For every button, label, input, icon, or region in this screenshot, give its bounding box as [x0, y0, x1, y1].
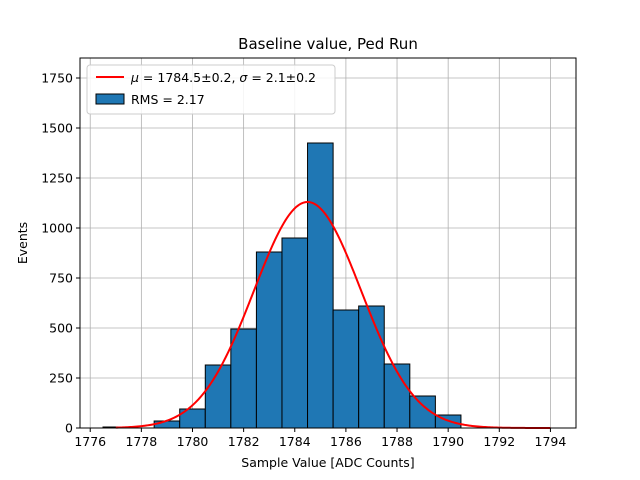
- legend-fit-label: μ = 1784.5±0.2, σ = 2.1±0.2: [130, 70, 316, 85]
- legend-histogram-label: RMS = 2.17: [131, 92, 205, 107]
- x-axis-ticks: 1776 1778 1780 1782 1784 1786 1788 1790 1792 1794: [74, 428, 566, 449]
- x-tick-label: 1786: [330, 434, 362, 449]
- histogram-bar: [307, 142, 334, 429]
- histogram-bar: [332, 309, 360, 429]
- y-tick-label: 1500: [41, 121, 73, 136]
- y-tick-label: 500: [49, 321, 73, 336]
- x-tick-label: 1788: [381, 434, 413, 449]
- histogram-bar: [153, 420, 181, 429]
- histogram-bar: [255, 251, 283, 429]
- x-tick-label: 1778: [125, 434, 157, 449]
- legend: μ = 1784.5±0.2, σ = 2.1±0.2 RMS = 2.17: [86, 64, 336, 115]
- x-tick-label: 1792: [483, 434, 515, 449]
- x-tick-label: 1784: [279, 434, 311, 449]
- chart-title: Baseline value, Ped Run: [238, 35, 418, 53]
- x-tick-label: 1794: [535, 434, 567, 449]
- y-axis-label: Events: [15, 222, 30, 264]
- plot-frame: [79, 57, 577, 429]
- histogram-bar: [281, 237, 309, 429]
- y-tick-label: 0: [65, 421, 73, 436]
- histogram-bars: [102, 142, 462, 429]
- y-tick-label: 1250: [41, 171, 73, 186]
- x-axis-label: Sample Value [ADC Counts]: [241, 455, 414, 470]
- gaussian-fit: [115, 201, 551, 429]
- histogram-bar: [230, 328, 257, 429]
- x-tick-label: 1780: [177, 434, 209, 449]
- fit-curve: [115, 201, 551, 429]
- y-tick-label: 1000: [41, 221, 73, 236]
- histogram-bar: [204, 364, 232, 429]
- y-axis-ticks: 0 250 500 750 1000 1250 1500 1750: [41, 71, 80, 436]
- x-tick-label: 1790: [432, 434, 464, 449]
- legend-box: [86, 64, 336, 115]
- y-tick-label: 1750: [41, 71, 73, 86]
- histogram-bar: [358, 305, 385, 429]
- y-tick-label: 750: [49, 271, 73, 286]
- x-tick-label: 1776: [74, 434, 106, 449]
- legend-histogram-swatch: [95, 93, 125, 105]
- x-tick-label: 1782: [228, 434, 260, 449]
- y-tick-label: 250: [49, 371, 73, 386]
